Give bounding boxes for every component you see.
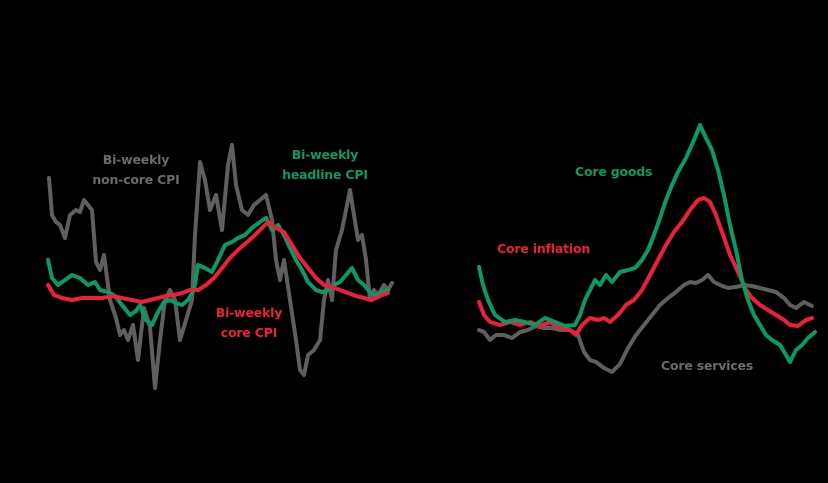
series-line-core-services xyxy=(477,273,814,374)
series-line-noncore-cpi xyxy=(47,143,394,390)
label-noncore-cpi: Bi-weekly non-core CPI xyxy=(82,150,190,190)
right-chart xyxy=(477,123,817,374)
label-core-line2: core CPI xyxy=(220,325,278,340)
label-core-services: Core services xyxy=(661,358,753,373)
series-line-core-goods xyxy=(477,123,817,364)
label-headline-line1: Bi-weekly xyxy=(291,147,359,162)
label-noncore-line1: Bi-weekly xyxy=(102,152,170,167)
series-line-core-inflation xyxy=(477,196,814,337)
label-core-inflation: Core inflation xyxy=(497,241,591,256)
left-chart xyxy=(46,143,394,390)
label-core-line1: Bi-weekly xyxy=(215,305,283,320)
series-line-core-cpi xyxy=(46,220,390,304)
label-headline-cpi: Bi-weekly headline CPI xyxy=(274,145,376,185)
label-headline-line2: headline CPI xyxy=(282,167,368,182)
label-core-cpi: Bi-weekly core CPI xyxy=(206,303,292,343)
label-core-goods: Core goods xyxy=(575,164,653,179)
label-noncore-line2: non-core CPI xyxy=(92,172,180,187)
series-line-headline-cpi xyxy=(46,216,390,327)
